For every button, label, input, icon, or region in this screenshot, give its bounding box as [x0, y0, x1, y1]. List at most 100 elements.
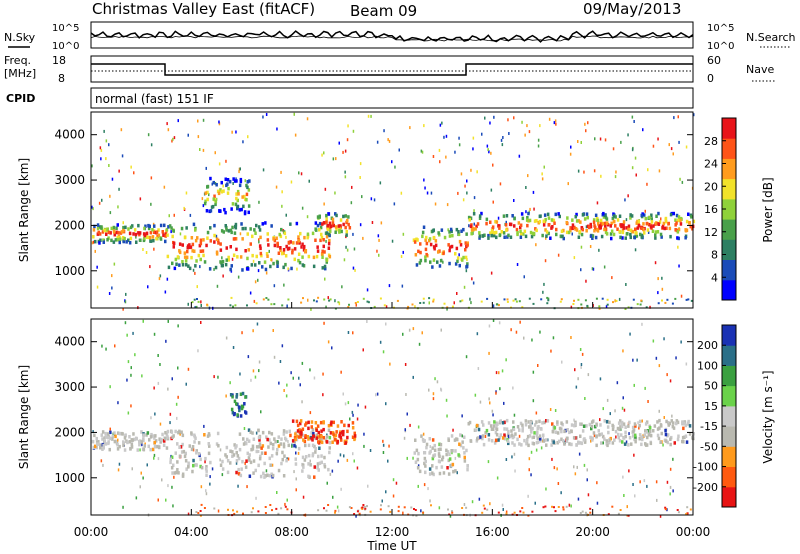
echo-cell — [568, 430, 571, 435]
echo-cell — [316, 249, 320, 253]
echo-cell — [339, 224, 342, 228]
echo-cell — [546, 419, 550, 423]
echo-cell — [273, 303, 276, 306]
echo-cell — [425, 445, 428, 450]
echo-cell — [323, 264, 327, 269]
echo-cell — [348, 226, 352, 230]
echo-cell — [459, 443, 463, 448]
echo-cell — [275, 507, 278, 510]
echo-cell — [300, 301, 303, 304]
echo-cell — [206, 190, 209, 195]
echo-cell — [653, 424, 657, 428]
echo-cell — [337, 509, 340, 513]
echo-cell — [176, 460, 179, 464]
echo-cell — [612, 147, 615, 151]
echo-cell — [402, 232, 405, 236]
echo-cell — [579, 220, 582, 224]
echo-cell — [446, 203, 449, 207]
echo-cell — [193, 433, 196, 437]
echo-cell — [258, 244, 262, 248]
echo-cell — [164, 239, 167, 244]
echo-cell — [490, 228, 494, 233]
echo-cell — [235, 179, 238, 183]
echo-cell — [681, 421, 684, 425]
echo-cell — [166, 277, 169, 281]
echo-cell — [247, 355, 250, 359]
echo-cell — [256, 322, 259, 326]
echo-cell — [241, 226, 244, 231]
echo-cell — [345, 233, 348, 237]
echo-cell — [91, 241, 94, 245]
echo-cell — [604, 224, 607, 228]
echo-cell — [232, 177, 235, 181]
echo-cell — [573, 418, 575, 422]
echo-cell — [502, 136, 504, 139]
echo-cell — [376, 392, 379, 396]
echo-cell — [241, 268, 244, 272]
noise-tick-right-top: 10^5 — [707, 23, 734, 34]
echo-cell — [430, 191, 433, 195]
echo-cell — [680, 294, 683, 298]
echo-cell — [634, 433, 637, 438]
echo-cell — [668, 421, 672, 426]
echo-cell — [524, 234, 528, 239]
echo-cell — [577, 377, 579, 381]
echo-cell — [373, 305, 376, 308]
echo-cell — [537, 138, 540, 142]
echo-cell — [252, 471, 255, 475]
echo-cell — [219, 188, 222, 192]
echo-cell — [577, 140, 579, 143]
echo-cell — [432, 397, 435, 401]
echo-cell — [644, 429, 647, 433]
echo-cell — [451, 462, 455, 467]
echo-cell — [280, 437, 283, 441]
echo-cell — [231, 130, 233, 134]
echo-cell — [124, 321, 127, 325]
echo-cell — [252, 507, 254, 510]
echo-cell — [439, 258, 443, 263]
echo-cell — [307, 453, 311, 458]
echo-cell — [555, 232, 558, 237]
echo-cell — [677, 511, 680, 514]
echo-cell — [608, 440, 611, 445]
echo-cell — [640, 435, 643, 439]
echo-cell — [643, 231, 646, 235]
echo-cell — [622, 422, 626, 426]
echo-cell — [154, 434, 157, 438]
echo-cell — [576, 465, 578, 469]
echo-cell — [327, 241, 331, 246]
echo-cell — [197, 135, 200, 139]
echo-cell — [677, 215, 681, 219]
echo-cell — [237, 472, 241, 476]
echo-cell — [229, 245, 232, 249]
echo-cell — [168, 224, 172, 228]
echo-cell — [417, 249, 420, 254]
echo-cell — [123, 236, 126, 241]
echo-cell — [502, 214, 506, 218]
echo-cell — [634, 156, 637, 160]
echo-cell — [377, 234, 380, 238]
echo-cell — [585, 279, 587, 283]
echo-cell — [533, 219, 537, 223]
freq-panel-frame — [90, 55, 694, 83]
echo-cell — [537, 364, 539, 367]
echo-cell — [634, 248, 637, 252]
echo-cell — [111, 437, 114, 441]
echo-cell — [145, 231, 149, 236]
echo-cell — [454, 449, 457, 453]
echo-cell — [281, 304, 284, 307]
echo-cell — [285, 394, 288, 398]
colorbar-tick-label: 12 — [704, 226, 718, 239]
echo-cell — [421, 150, 424, 154]
echo-cell — [147, 444, 150, 449]
echo-cell — [596, 481, 598, 485]
echo-cell — [499, 182, 502, 186]
echo-cell — [253, 228, 256, 232]
echo-cell — [649, 441, 653, 446]
echo-cell — [127, 360, 130, 364]
echo-cell — [126, 440, 129, 445]
echo-cell — [502, 231, 506, 235]
echo-cell — [225, 336, 228, 340]
echo-cell — [219, 463, 223, 467]
freq-trace — [91, 63, 693, 76]
